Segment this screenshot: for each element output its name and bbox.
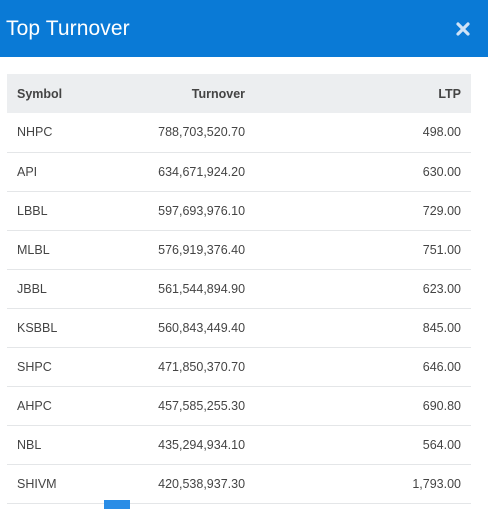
table-row[interactable]: AHPC 457,585,255.30 690.80	[7, 386, 471, 425]
table-row[interactable]: LBBL 597,693,976.10 729.00	[7, 191, 471, 230]
turnover-table: Symbol Turnover LTP NHPC 788,703,520.70 49…	[7, 74, 471, 504]
cell-ltp: 646.00	[422, 359, 461, 374]
modal-header: Top Turnover	[0, 0, 488, 57]
column-header-symbol[interactable]: Symbol	[17, 86, 63, 101]
cell-ltp: 690.80	[422, 398, 461, 413]
column-header-turnover[interactable]: Turnover	[191, 86, 246, 101]
cell-ltp: 845.00	[422, 320, 461, 335]
cell-symbol: API	[17, 164, 38, 179]
cell-ltp: 623.00	[422, 281, 461, 296]
cell-turnover: 457,585,255.30	[158, 398, 246, 413]
cell-symbol: JBBL	[17, 281, 47, 296]
table-row[interactable]: JBBL 561,544,894.90 623.00	[7, 269, 471, 308]
cell-turnover: 560,843,449.40	[158, 320, 246, 335]
cell-turnover: 561,544,894.90	[158, 281, 246, 296]
cell-turnover: 471,850,370.70	[158, 359, 246, 374]
table-row[interactable]: NHPC 788,703,520.70 498.00	[7, 113, 471, 152]
column-header-ltp[interactable]: LTP	[438, 86, 461, 101]
cell-ltp: 1,793.00	[412, 476, 461, 491]
table-row[interactable]: NBL 435,294,934.10 564.00	[7, 425, 471, 464]
table-row[interactable]: KSBBL 560,843,449.40 845.00	[7, 308, 471, 347]
cell-ltp: 729.00	[422, 203, 461, 218]
cell-symbol: MLBL	[17, 242, 50, 257]
cell-turnover: 634,671,924.20	[158, 164, 246, 179]
cell-symbol: LBBL	[17, 203, 48, 218]
cell-symbol: NHPC	[17, 125, 53, 140]
close-button[interactable]	[454, 20, 472, 38]
cell-symbol: SHPC	[17, 359, 52, 374]
cell-turnover: 576,919,376.40	[158, 242, 246, 257]
cell-ltp: 751.00	[422, 242, 461, 257]
table-row[interactable]: SHIVM 420,538,937.30 1,793.00	[7, 464, 471, 503]
cell-turnover: 435,294,934.10	[158, 437, 246, 452]
pagination-active-page[interactable]	[104, 500, 130, 509]
cell-symbol: NBL	[17, 437, 42, 452]
cell-turnover: 597,693,976.10	[158, 203, 246, 218]
modal-title: Top Turnover	[6, 16, 130, 40]
pagination	[0, 500, 488, 509]
cell-symbol: SHIVM	[17, 476, 57, 491]
cell-turnover: 788,703,520.70	[158, 125, 246, 140]
cell-ltp: 564.00	[422, 437, 461, 452]
close-icon	[456, 21, 470, 36]
table-row[interactable]: SHPC 471,850,370.70 646.00	[7, 347, 471, 386]
cell-symbol: AHPC	[17, 398, 52, 413]
table-header-row: Symbol Turnover LTP	[7, 74, 471, 113]
table-row[interactable]: API 634,671,924.20 630.00	[7, 152, 471, 191]
table-row[interactable]: MLBL 576,919,376.40 751.00	[7, 230, 471, 269]
cell-ltp: 630.00	[422, 164, 461, 179]
cell-symbol: KSBBL	[17, 320, 58, 335]
cell-ltp: 498.00	[422, 125, 461, 140]
cell-turnover: 420,538,937.30	[158, 476, 246, 491]
